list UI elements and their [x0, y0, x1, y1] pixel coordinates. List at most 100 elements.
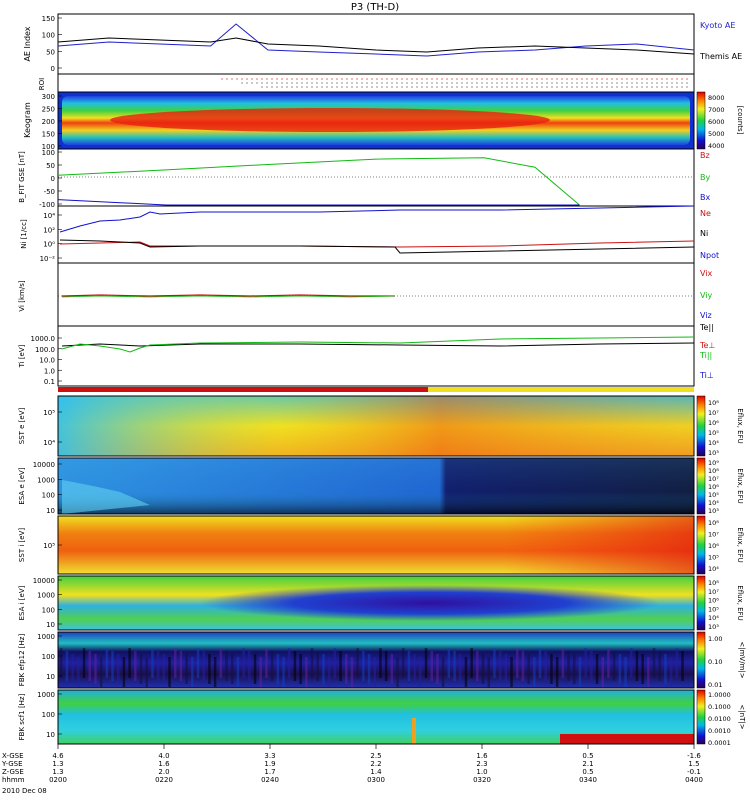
- roi-dot: [671, 78, 673, 80]
- roi-dot: [271, 82, 273, 84]
- roi-dot: [686, 82, 688, 84]
- esa-i-colorbar: [696, 575, 706, 631]
- fbk-e12-stripe: [533, 657, 536, 687]
- roi-dot: [606, 82, 608, 84]
- fbk-e12-tick-label: 10: [46, 673, 55, 681]
- roi-dot: [631, 82, 633, 84]
- roi-dot: [466, 82, 468, 84]
- orbit-row-label-hhmm: hhmm: [2, 776, 25, 784]
- roi-dot: [596, 82, 598, 84]
- fbk-e12-stripe: [82, 648, 86, 678]
- roi-dot: [276, 86, 278, 88]
- roi-dot: [246, 78, 248, 80]
- roi-dot: [641, 78, 643, 80]
- fbk-e12-stripe: [384, 651, 388, 681]
- ni-legend-ne: Ne: [700, 209, 711, 218]
- roi-dot: [531, 86, 533, 88]
- roi-dot: [661, 78, 663, 80]
- vi-legend-viy: Viy: [700, 291, 713, 300]
- fbk-e12-colorbar-tick: 1.00: [708, 635, 722, 643]
- fbk-e12-stripe: [407, 651, 411, 681]
- fbk-e12-stripe: [595, 654, 599, 684]
- roi-dot: [646, 78, 648, 80]
- ae-legend-kyoto: Kyoto AE: [700, 21, 735, 30]
- orbit-row-label-x: X-GSE: [2, 752, 24, 760]
- roi-dot: [486, 78, 488, 80]
- fbk-e12-stripe: [441, 657, 445, 687]
- roi-dot: [236, 78, 238, 80]
- fbk-e12-stripe: [658, 651, 661, 681]
- fbk-e12-stripe: [299, 654, 302, 684]
- fbk-e12-stripe: [65, 651, 69, 681]
- fbk-e12-stripe: [179, 651, 183, 681]
- fbk-e12-stripe: [436, 654, 439, 684]
- orbit-z-gse: 1.3: [52, 768, 63, 776]
- orbit-x-gse: 3.3: [264, 752, 275, 760]
- fbk-e12-stripe: [316, 651, 319, 681]
- roi-dot: [286, 82, 288, 84]
- esa-i-colorbar-tick: 10⁸: [708, 579, 719, 587]
- orbit-axis: X-GSE Y-GSE Z-GSE hhmm 2010 Dec 08 4.61.…: [1, 744, 703, 795]
- fbk-e12-stripe: [516, 648, 519, 678]
- roi-dot: [536, 86, 538, 88]
- fbk-e12-stripe: [578, 657, 582, 687]
- fbk-e12-stripe: [601, 657, 604, 687]
- sst-i-overlay: [58, 516, 694, 574]
- fbk-e12-stripe: [310, 648, 314, 678]
- roi-dot: [456, 82, 458, 84]
- roi-dot: [291, 82, 293, 84]
- roi-dot: [331, 78, 333, 80]
- roi-dot: [361, 82, 363, 84]
- bfit-ylabel: B_FIT GSE [nT]: [18, 151, 26, 203]
- roi-dot: [491, 78, 493, 80]
- orbit-z-gse: 1.0: [476, 768, 487, 776]
- roi-dot: [306, 78, 308, 80]
- esa-e-colorbar-tick: 10⁵: [708, 491, 719, 499]
- bfit-series-by: [57, 157, 580, 206]
- roi-dot: [666, 82, 668, 84]
- roi-dot: [381, 86, 383, 88]
- sst-e-colorbar-label: Eflux, EFU: [736, 408, 744, 443]
- roi-dot: [466, 78, 468, 80]
- fbk-e12-stripe: [430, 651, 433, 681]
- fbk-e12-stripe: [259, 657, 262, 687]
- roi-dot: [271, 78, 273, 80]
- fbk-e12-stripe: [590, 651, 593, 681]
- roi-dot: [526, 78, 528, 80]
- bfit-tick-label: -100: [39, 201, 55, 209]
- roi-dot: [326, 86, 328, 88]
- roi-dot: [341, 78, 343, 80]
- roi-dot: [436, 86, 438, 88]
- roi-dot: [556, 82, 558, 84]
- vi-frame: [57, 262, 695, 327]
- ni-tick-label: 10⁰: [43, 241, 55, 249]
- panel-vi: Vi [km/s] Vix Viy Viz: [18, 262, 713, 327]
- roi-dot: [571, 78, 573, 80]
- roi-dot: [251, 78, 253, 80]
- fbk-e12-stripe: [544, 651, 547, 681]
- roi-dot: [511, 86, 513, 88]
- roi-dot: [486, 82, 488, 84]
- keogram-colorbar-tick: 7000: [708, 106, 725, 114]
- roi-dot: [666, 86, 668, 88]
- roi-dot: [436, 78, 438, 80]
- orbit-time: 0300: [367, 776, 385, 784]
- fbk-e12-tick-label: 1000: [37, 633, 55, 641]
- orbit-time: 0400: [685, 776, 703, 784]
- fbk-e12-stripe: [612, 651, 616, 681]
- roi-dot: [591, 78, 593, 80]
- roi-dot: [376, 78, 378, 80]
- roi-dot: [356, 78, 358, 80]
- roi-dot: [311, 82, 313, 84]
- roi-dot: [371, 82, 373, 84]
- roi-dot: [636, 78, 638, 80]
- roi-dot: [681, 78, 683, 80]
- roi-dot: [501, 86, 503, 88]
- ti-legend-te-perp: Te⊥: [699, 341, 715, 350]
- fbk-e12-stripe: [390, 654, 394, 684]
- fbk-e12-stripe: [253, 654, 257, 684]
- fbk-e12-stripe: [219, 648, 223, 678]
- ni-legend-ni: Ni: [700, 229, 708, 238]
- roi-dot: [441, 78, 443, 80]
- roi-dot: [551, 78, 553, 80]
